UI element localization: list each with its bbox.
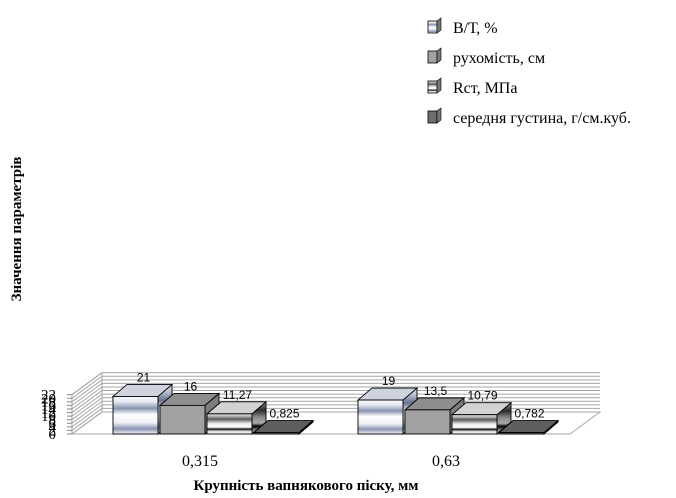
legend-swatch bbox=[427, 110, 438, 124]
legend-item: Rст, МПа bbox=[427, 77, 517, 97]
gridline bbox=[71, 372, 600, 396]
legend-swatch-side bbox=[436, 77, 442, 94]
data-label: 0,782 bbox=[514, 407, 544, 421]
data-label: 21 bbox=[137, 370, 151, 384]
bar-front bbox=[159, 404, 206, 435]
legend: В/Т, % рухомість, см Rст, МПа середня густи… bbox=[427, 17, 631, 127]
legend-swatch bbox=[427, 50, 438, 64]
x-axis-categories: 0,315 0,63 bbox=[182, 453, 460, 470]
bar-front bbox=[498, 432, 545, 435]
legend-item: середня густина, г/см.куб. bbox=[427, 107, 631, 127]
bars: 21 16 11,27 0,825 19 13,5 10,79 0,782 bbox=[111, 370, 560, 435]
data-label: 19 bbox=[382, 374, 396, 388]
bar-front bbox=[253, 432, 300, 435]
x-category-label: 0,315 bbox=[182, 453, 218, 470]
y-tick-label: 12 bbox=[41, 406, 56, 422]
bar bbox=[205, 400, 268, 435]
legend-swatch-side bbox=[436, 107, 442, 124]
y-tick-label: 20 bbox=[41, 391, 56, 407]
y-tick-label: 2 bbox=[49, 423, 57, 439]
y-tick-label: 18 bbox=[41, 395, 56, 411]
legend-swatch bbox=[427, 20, 438, 34]
gridline bbox=[71, 382, 600, 406]
y-axis-title: Значення параметрів bbox=[9, 157, 25, 302]
data-label: 11,27 bbox=[223, 388, 252, 402]
legend-label: Rст, МПа bbox=[453, 80, 517, 97]
bar bbox=[497, 419, 560, 435]
legend-swatch-side bbox=[436, 47, 442, 64]
y-tick-label: 10 bbox=[41, 409, 56, 425]
y-tick-label: 6 bbox=[49, 416, 57, 432]
data-label: 10,79 bbox=[467, 389, 497, 403]
y-tick-label: 16 bbox=[41, 398, 57, 414]
y-tick-label: 22 bbox=[41, 388, 56, 404]
y-tick-label: 14 bbox=[41, 402, 57, 418]
gridline bbox=[71, 375, 600, 399]
legend-label: середня густина, г/см.куб. bbox=[453, 110, 631, 127]
bar-front bbox=[404, 409, 451, 435]
y-tick-label: 8 bbox=[49, 413, 57, 429]
legend-label: рухомість, см bbox=[453, 50, 545, 67]
bar bbox=[450, 401, 513, 435]
gridline bbox=[71, 386, 600, 410]
data-label: 16 bbox=[184, 379, 198, 393]
gridline bbox=[71, 379, 600, 403]
y-tick-label: 4 bbox=[49, 420, 57, 436]
legend-item: рухомість, см bbox=[427, 47, 545, 67]
legend-label: В/Т, % bbox=[453, 20, 498, 37]
bar-front bbox=[206, 413, 253, 435]
gridline bbox=[71, 393, 600, 417]
x-axis-title: Крупність вапнякового піску, мм bbox=[193, 478, 418, 494]
legend-swatch bbox=[427, 80, 438, 94]
y-tick-label: 0 bbox=[49, 427, 57, 443]
bar-front bbox=[112, 396, 159, 435]
bar-front bbox=[357, 399, 404, 435]
gridline bbox=[71, 390, 600, 413]
bar-front bbox=[451, 414, 498, 435]
bar bbox=[252, 419, 315, 435]
data-label: 0,825 bbox=[269, 407, 299, 421]
gridlines bbox=[71, 372, 600, 435]
legend-swatch-side bbox=[436, 17, 442, 34]
data-label: 13,5 bbox=[424, 384, 448, 398]
legend-item: В/Т, % bbox=[427, 17, 498, 37]
x-category-label: 0,63 bbox=[432, 453, 460, 470]
